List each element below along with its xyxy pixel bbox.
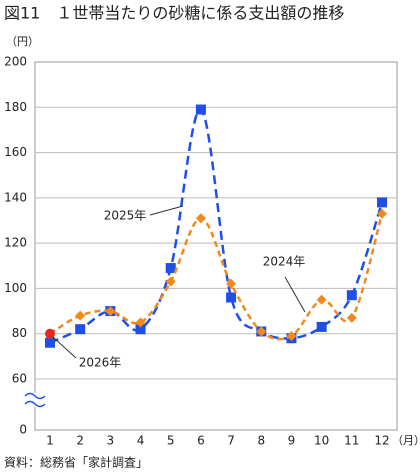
y-tick-label: 140 bbox=[4, 190, 27, 204]
marker bbox=[165, 263, 176, 274]
marker bbox=[75, 310, 86, 321]
leader-line bbox=[149, 205, 184, 216]
x-tick-label: 10 bbox=[314, 434, 329, 448]
plot-frame bbox=[34, 61, 398, 431]
x-tick-label: 1 bbox=[46, 434, 54, 448]
source: 資料：総務省「家計調査」 bbox=[4, 455, 148, 470]
leader-line bbox=[52, 336, 77, 359]
x-tick-label: 7 bbox=[227, 434, 235, 448]
x-unit: （月） bbox=[392, 434, 420, 447]
y-tick-label: 180 bbox=[4, 100, 27, 114]
marker bbox=[45, 328, 55, 339]
marker bbox=[226, 278, 237, 289]
axis-break bbox=[24, 400, 46, 408]
marker bbox=[135, 317, 146, 328]
series-label: 2024年 bbox=[263, 255, 306, 269]
x-tick-label: 11 bbox=[344, 434, 359, 448]
marker bbox=[226, 292, 237, 303]
marker bbox=[286, 330, 297, 341]
x-tick-label: 6 bbox=[197, 434, 205, 448]
x-tick-label: 9 bbox=[288, 434, 296, 448]
x-tick-label: 5 bbox=[167, 434, 175, 448]
y-unit: （円） bbox=[6, 35, 39, 48]
series-line bbox=[49, 213, 384, 341]
y-tick-label: 100 bbox=[4, 281, 27, 295]
y-tick-label: 60 bbox=[12, 372, 27, 386]
chart-title: 図11 １世帯当たりの砂糖に係る支出額の推移 bbox=[4, 4, 344, 23]
marker bbox=[256, 326, 267, 337]
marker bbox=[45, 337, 55, 348]
marker bbox=[195, 213, 206, 224]
axis-break-gap bbox=[25, 393, 47, 407]
marker bbox=[316, 321, 327, 332]
marker bbox=[346, 312, 357, 323]
x-tick-label: 4 bbox=[137, 434, 145, 448]
y-tick-label: 120 bbox=[4, 236, 27, 250]
marker bbox=[195, 104, 206, 115]
x-tick-label: 12 bbox=[374, 434, 389, 448]
y-tick-label: 80 bbox=[12, 326, 27, 340]
leader-line bbox=[284, 276, 306, 313]
marker bbox=[377, 197, 387, 208]
marker bbox=[377, 208, 387, 219]
x-tick-label: 2 bbox=[76, 434, 84, 448]
x-tick-label: 8 bbox=[257, 434, 265, 448]
x-tick-label: 3 bbox=[107, 434, 115, 448]
marker bbox=[165, 276, 176, 287]
marker bbox=[75, 324, 86, 335]
y-tick-label: 200 bbox=[4, 55, 27, 69]
marker bbox=[105, 306, 116, 317]
y-tick-label: 0 bbox=[19, 423, 27, 437]
y-tick-label: 160 bbox=[4, 145, 27, 159]
marker bbox=[346, 290, 357, 301]
series-label: 2026年 bbox=[79, 356, 122, 370]
axis-break bbox=[24, 392, 46, 400]
series-label: 2025年 bbox=[104, 209, 147, 223]
marker bbox=[135, 324, 146, 335]
marker bbox=[316, 294, 327, 305]
series-line bbox=[49, 108, 384, 344]
